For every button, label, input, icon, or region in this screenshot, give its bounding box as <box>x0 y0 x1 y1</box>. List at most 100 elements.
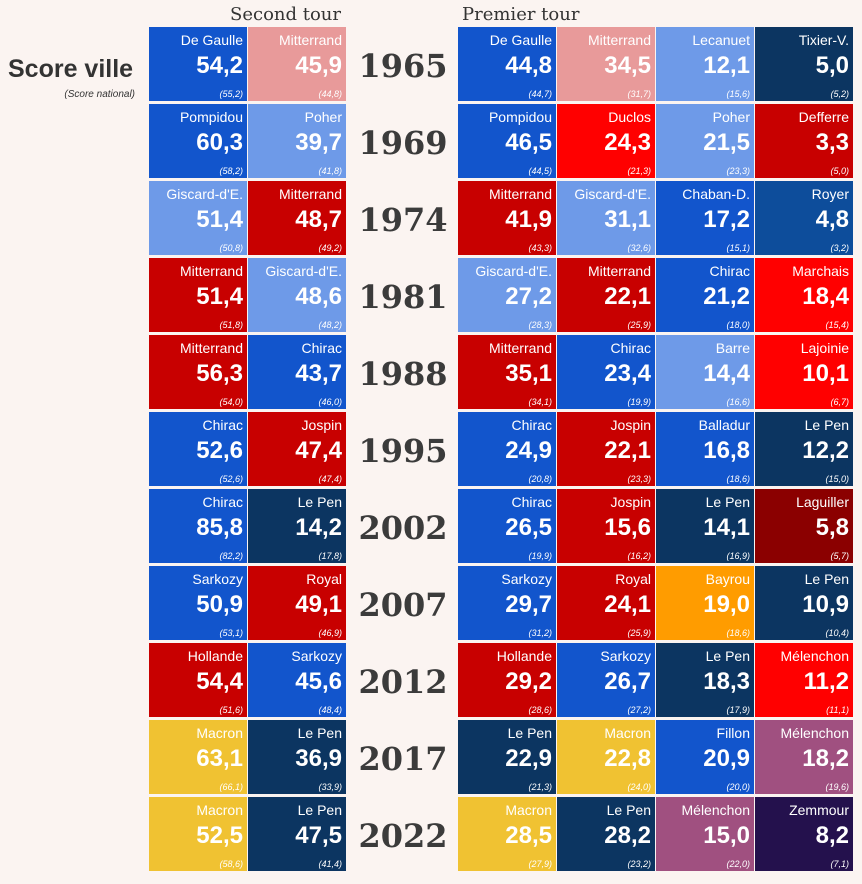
result-cell: Tixier-V. 5,0 (5,2) <box>755 27 853 101</box>
candidate-name: Jospin <box>610 494 651 510</box>
city-score: 19,0 <box>703 591 750 618</box>
year-label: 2017 <box>358 740 448 778</box>
city-score: 20,9 <box>703 745 750 772</box>
city-score: 28,5 <box>505 822 552 849</box>
city-score: 3,3 <box>815 129 849 156</box>
national-score: (33,9) <box>318 782 342 792</box>
result-cell: Le Pen 12,2 (15,0) <box>755 412 853 486</box>
result-cell: Le Pen 36,9 (33,9) <box>248 720 346 794</box>
legend-title: Score ville <box>8 55 134 83</box>
city-score: 51,4 <box>196 283 243 310</box>
city-score: 4,8 <box>815 206 849 233</box>
candidate-name: Mitterrand <box>278 32 342 48</box>
national-score: (17,8) <box>318 551 342 561</box>
city-score: 24,9 <box>505 437 552 464</box>
result-cell: Hollande 54,4 (51,6) <box>149 643 247 717</box>
city-score: 15,6 <box>604 514 651 541</box>
result-cell: Mélenchon 11,2 (11,1) <box>755 643 853 717</box>
candidate-name: Mitterrand <box>179 340 243 356</box>
candidate-name: Barre <box>715 340 750 356</box>
result-cell: Mélenchon 15,0 (22,0) <box>656 797 754 871</box>
city-score: 14,4 <box>703 360 750 387</box>
candidate-name: Bayrou <box>705 571 750 587</box>
year-label: 2007 <box>358 586 448 624</box>
national-score: (23,3) <box>726 166 750 176</box>
national-score: (19,9) <box>627 397 651 407</box>
result-cell: Giscard-d'E. 48,6 (48,2) <box>248 258 346 332</box>
city-score: 41,9 <box>505 206 552 233</box>
national-score: (25,9) <box>627 320 651 330</box>
result-cell: Le Pen 14,1 (16,9) <box>656 489 754 563</box>
city-score: 8,2 <box>815 822 849 849</box>
city-score: 51,4 <box>196 206 243 233</box>
city-score: 10,9 <box>802 591 849 618</box>
candidate-name: Defferre <box>798 109 849 125</box>
result-cell: Chirac 85,8 (82,2) <box>149 489 247 563</box>
result-cell: Chaban-D. 17,2 (15,1) <box>656 181 754 255</box>
city-score: 39,7 <box>295 129 342 156</box>
city-score: 12,2 <box>802 437 849 464</box>
candidate-name: Royal <box>306 571 342 587</box>
year-label: 1988 <box>358 355 448 393</box>
result-cell: Hollande 29,2 (28,6) <box>458 643 556 717</box>
national-score: (66,1) <box>219 782 243 792</box>
city-score: 63,1 <box>196 745 243 772</box>
national-score: (16,6) <box>726 397 750 407</box>
candidate-name: Chirac <box>709 263 750 279</box>
result-cell: Defferre 3,3 (5,0) <box>755 104 853 178</box>
national-score: (31,7) <box>627 89 651 99</box>
result-cell: Sarkozy 50,9 (53,1) <box>149 566 247 640</box>
city-score: 52,6 <box>196 437 243 464</box>
city-score: 24,1 <box>604 591 651 618</box>
result-cell: Duclos 24,3 (21,3) <box>557 104 655 178</box>
national-score: (24,0) <box>627 782 651 792</box>
city-score: 22,9 <box>505 745 552 772</box>
national-score: (46,0) <box>318 397 342 407</box>
candidate-name: Sarkozy <box>192 571 243 587</box>
result-cell: Pompidou 46,5 (44,5) <box>458 104 556 178</box>
national-score: (7,1) <box>830 859 849 869</box>
candidate-name: Pompidou <box>179 109 243 125</box>
result-cell: Jospin 47,4 (47,4) <box>248 412 346 486</box>
city-score: 27,2 <box>505 283 552 310</box>
city-score: 17,2 <box>703 206 750 233</box>
candidate-name: Chirac <box>202 417 243 433</box>
city-score: 43,7 <box>295 360 342 387</box>
city-score: 5,0 <box>815 52 849 79</box>
candidate-name: Le Pen <box>705 648 750 664</box>
result-cell: Mitterrand 41,9 (43,3) <box>458 181 556 255</box>
city-score: 18,2 <box>802 745 849 772</box>
city-score: 18,4 <box>802 283 849 310</box>
year-label: 1969 <box>358 124 448 162</box>
city-score: 10,1 <box>802 360 849 387</box>
result-cell: Zemmour 8,2 (7,1) <box>755 797 853 871</box>
candidate-name: Mélenchon <box>681 802 751 818</box>
national-score: (11,1) <box>826 705 849 715</box>
city-score: 21,5 <box>703 129 750 156</box>
candidate-name: Mitterrand <box>488 340 552 356</box>
candidate-name: Poher <box>304 109 342 125</box>
candidate-name: Duclos <box>608 109 651 125</box>
city-score: 60,3 <box>196 129 243 156</box>
result-cell: Macron 28,5 (27,9) <box>458 797 556 871</box>
city-score: 22,1 <box>604 437 651 464</box>
city-score: 22,8 <box>604 745 651 772</box>
national-score: (15,0) <box>825 474 849 484</box>
result-cell: Chirac 52,6 (52,6) <box>149 412 247 486</box>
result-cell: De Gaulle 54,2 (55,2) <box>149 27 247 101</box>
result-cell: Royal 24,1 (25,9) <box>557 566 655 640</box>
national-score: (51,6) <box>219 705 243 715</box>
candidate-name: Macron <box>196 725 243 741</box>
candidate-name: Giscard-d'E. <box>574 186 651 202</box>
city-score: 44,8 <box>505 52 552 79</box>
candidate-name: Sarkozy <box>600 648 651 664</box>
header-premier-tour: Premier tour <box>462 4 580 25</box>
national-score: (21,3) <box>627 166 651 176</box>
city-score: 14,2 <box>295 514 342 541</box>
result-cell: Barre 14,4 (16,6) <box>656 335 754 409</box>
city-score: 15,0 <box>703 822 750 849</box>
city-score: 31,1 <box>604 206 651 233</box>
national-score: (28,3) <box>528 320 552 330</box>
result-cell: Lecanuet 12,1 (15,6) <box>656 27 754 101</box>
result-cell: Giscard-d'E. 51,4 (50,8) <box>149 181 247 255</box>
